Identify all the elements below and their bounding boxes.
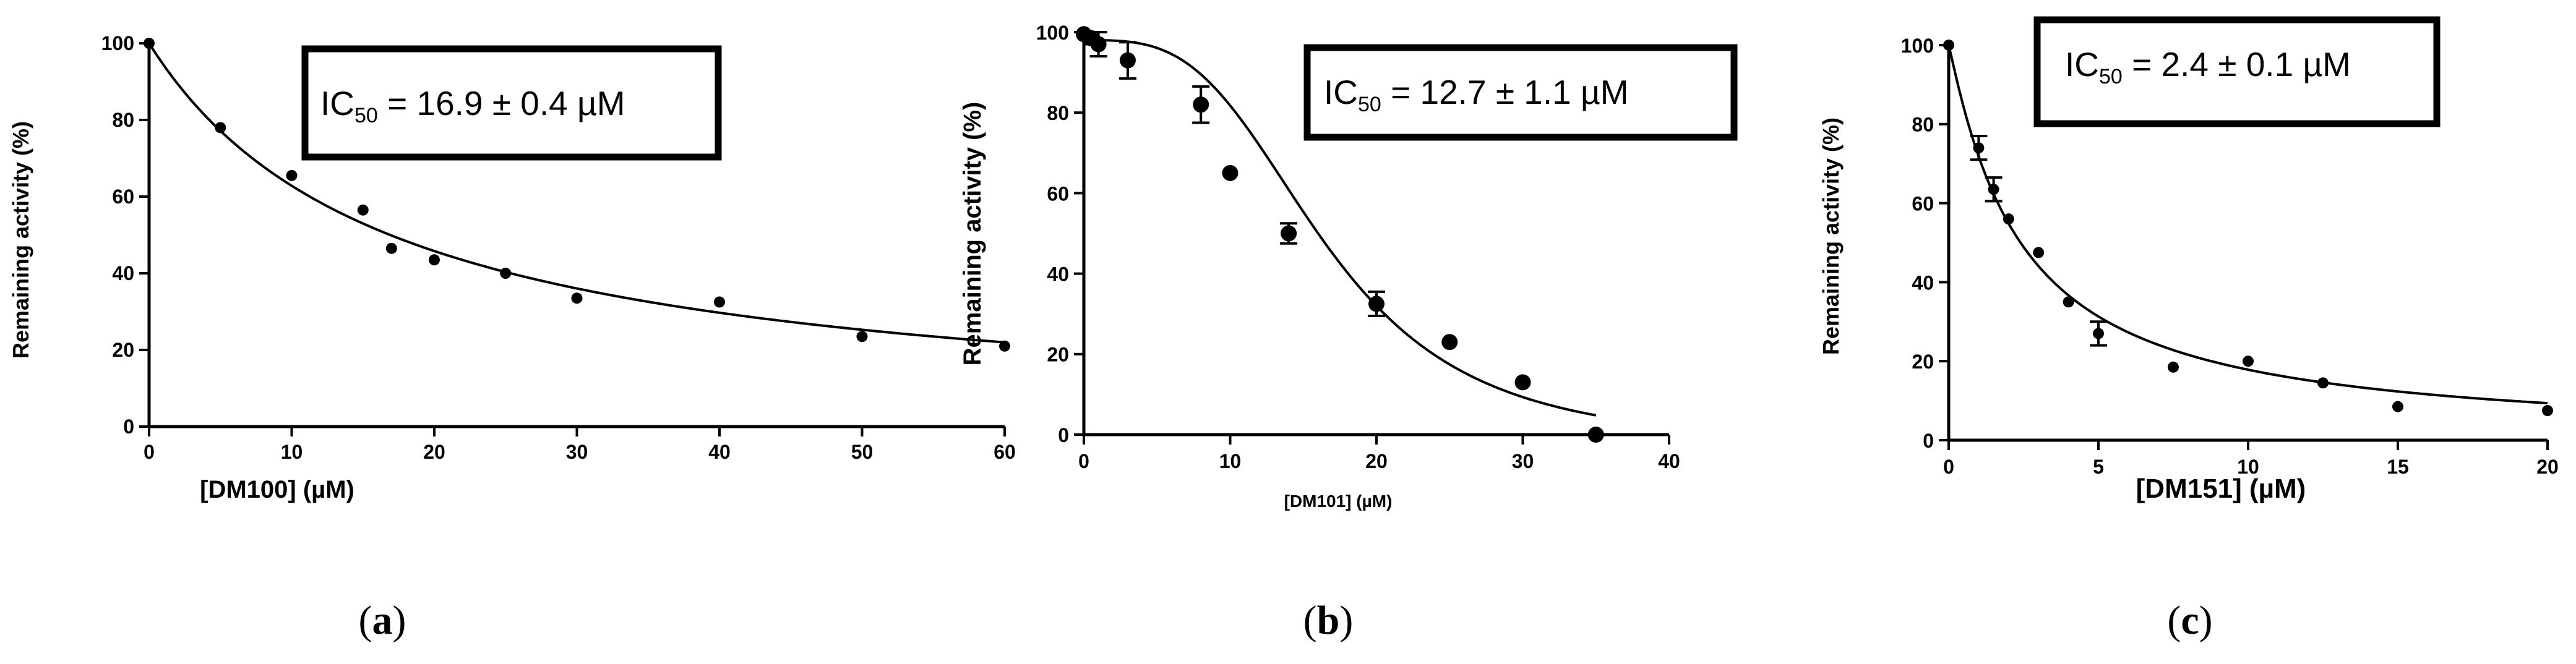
chart-b-ic50-box [1303, 44, 1738, 141]
chart-c-data-point [2033, 247, 2045, 258]
chart-b-y-tick-label: 40 [1047, 263, 1069, 286]
chart-b-data-point [1222, 164, 1239, 181]
chart-a-data-point [999, 340, 1010, 352]
chart-c-x-tick-label: 0 [1943, 456, 1954, 478]
chart-b-y-axis-title: Remaining activity (%) [959, 102, 986, 366]
chart-c-y-tick-label: 60 [1912, 193, 1934, 215]
chart-b-x-tick-label: 40 [1658, 450, 1680, 472]
chart-c-data-point [2392, 401, 2403, 412]
chart-b-plot-area: 0 10 20 30 40 0 20 40 60 80 100 [1036, 22, 1680, 472]
panel-label-c: (c) [2167, 598, 2212, 643]
chart-a-data-point [571, 292, 583, 304]
chart-a-y-tick-label: 80 [112, 109, 134, 131]
chart-c-y-tick-label: 20 [1912, 351, 1934, 373]
chart-a-y-tick-label: 20 [112, 339, 134, 361]
chart-c-y-tick-label: 80 [1912, 114, 1934, 136]
chart-a-x-tick-label: 0 [144, 441, 155, 463]
chart-c-ic50-box [2033, 16, 2441, 127]
chart-b-y-tick-label: 60 [1047, 182, 1069, 205]
chart-c-data-point [2093, 328, 2104, 339]
chart-a-x-tick-label: 60 [994, 441, 1016, 463]
chart-c-fit-curve [1947, 45, 2548, 405]
chart-b-y-tick-label: 80 [1047, 102, 1069, 124]
chart-c-data-point [2243, 355, 2254, 367]
chart-b-y-tick-label: 20 [1047, 344, 1069, 366]
chart-b-data-point [1090, 36, 1107, 53]
chart-c-x-tick-label: 5 [2093, 456, 2104, 478]
chart-a-data-point [215, 122, 226, 134]
chart-b-x-tick-label: 10 [1219, 450, 1242, 472]
chart-c-data-point [1943, 40, 1954, 51]
chart-a-y-tick-label: 40 [112, 262, 134, 284]
chart-a-x-tick-label: 50 [851, 441, 874, 463]
chart-a-y-tick-label: 60 [112, 185, 134, 208]
chart-a-x-tick-label: 20 [423, 441, 445, 463]
chart-c-data-point [2542, 405, 2553, 417]
chart-b-data-point [1587, 427, 1604, 443]
chart-a-ic50-label: IC50 = 16.9 ± 0.4 µM [320, 84, 625, 127]
chart-c-x-tick-label: 20 [2536, 456, 2559, 478]
panel-a: 0 10 20 30 40 50 60 0 20 40 60 80 100 Remaining acti… [8, 32, 1016, 643]
chart-c-data-point [1973, 142, 1985, 154]
chart-c-x-tick-label: 10 [2237, 456, 2259, 478]
chart-b-x-tick-label: 30 [1512, 450, 1534, 472]
chart-a-fit-curve [148, 42, 1005, 344]
chart-a-data-point [429, 254, 440, 266]
chart-c-data-point [2317, 377, 2329, 389]
chart-b-x-tick-label: 0 [1078, 450, 1089, 472]
chart-c-ic50-label: IC50 = 2.4 ± 0.1 µM [2065, 45, 2351, 88]
chart-a-y-tick-label: 100 [101, 32, 134, 54]
panel-label-b: (b) [1303, 598, 1354, 643]
chart-c-data-point [2063, 296, 2074, 308]
chart-b-data-point [1119, 52, 1136, 69]
panel-label-a: (a) [359, 598, 406, 643]
chart-b-x-axis-title: [DM101] (µM) [1284, 492, 1393, 511]
chart-c-data-point [2003, 213, 2014, 225]
chart-a-data-point [357, 204, 369, 216]
chart-a-data-point [856, 331, 868, 343]
chart-c-x-axis-title: [DM151] (µM) [2136, 474, 2306, 504]
chart-c-y-tick-label: 40 [1912, 271, 1934, 294]
chart-a-data-point [500, 268, 512, 279]
chart-b-data-point [1514, 374, 1531, 391]
chart-a-data-point [385, 242, 397, 254]
chart-c-data-point [1988, 184, 1999, 195]
chart-a-data-point [714, 296, 725, 308]
chart-c-data-point [2168, 361, 2179, 373]
chart-b-y-tick-label: 100 [1036, 22, 1069, 44]
chart-c-y-axis-title: Remaining activity (%) [1818, 117, 1844, 355]
chart-c-plot-area: 0 5 10 15 20 0 20 40 60 80 100 [1901, 35, 2559, 478]
chart-a-plot-area: 0 10 20 30 40 50 60 0 20 40 60 80 100 [101, 32, 1016, 463]
chart-b-ic50-label: IC50 = 12.7 ± 1.1 µM [1324, 73, 1629, 116]
chart-a-ic50-box [301, 45, 722, 161]
chart-b-data-point [1193, 96, 1209, 113]
panel-b: 0 10 20 30 40 0 20 40 60 80 100 Remaining activity… [959, 22, 1738, 643]
chart-b-data-point [1281, 225, 1297, 242]
chart-b-y-tick-label: 0 [1058, 424, 1069, 446]
chart-c-y-tick-label: 100 [1901, 35, 1934, 57]
chart-c-y-tick-label: 0 [1923, 430, 1934, 452]
chart-a-x-tick-label: 30 [566, 441, 588, 463]
chart-b-fit-curve [1084, 39, 1597, 417]
panel-c: 0 5 10 15 20 0 20 40 60 80 100 Remaining activity … [1818, 16, 2559, 643]
chart-a-x-tick-label: 40 [708, 441, 731, 463]
chart-a-data-point [144, 38, 155, 49]
chart-b-x-tick-label: 20 [1365, 450, 1388, 472]
chart-a-y-tick-label: 0 [123, 415, 134, 438]
chart-a-data-point [286, 169, 298, 181]
chart-a-y-axis-title: Remaining activity (%) [8, 121, 33, 359]
chart-c-x-tick-label: 15 [2387, 456, 2409, 478]
chart-a-x-axis-title: [DM100] (µM) [200, 476, 354, 503]
chart-b-data-point [1441, 334, 1458, 351]
chart-b-data-point [1368, 296, 1385, 312]
chart-a-x-tick-label: 10 [281, 441, 303, 463]
